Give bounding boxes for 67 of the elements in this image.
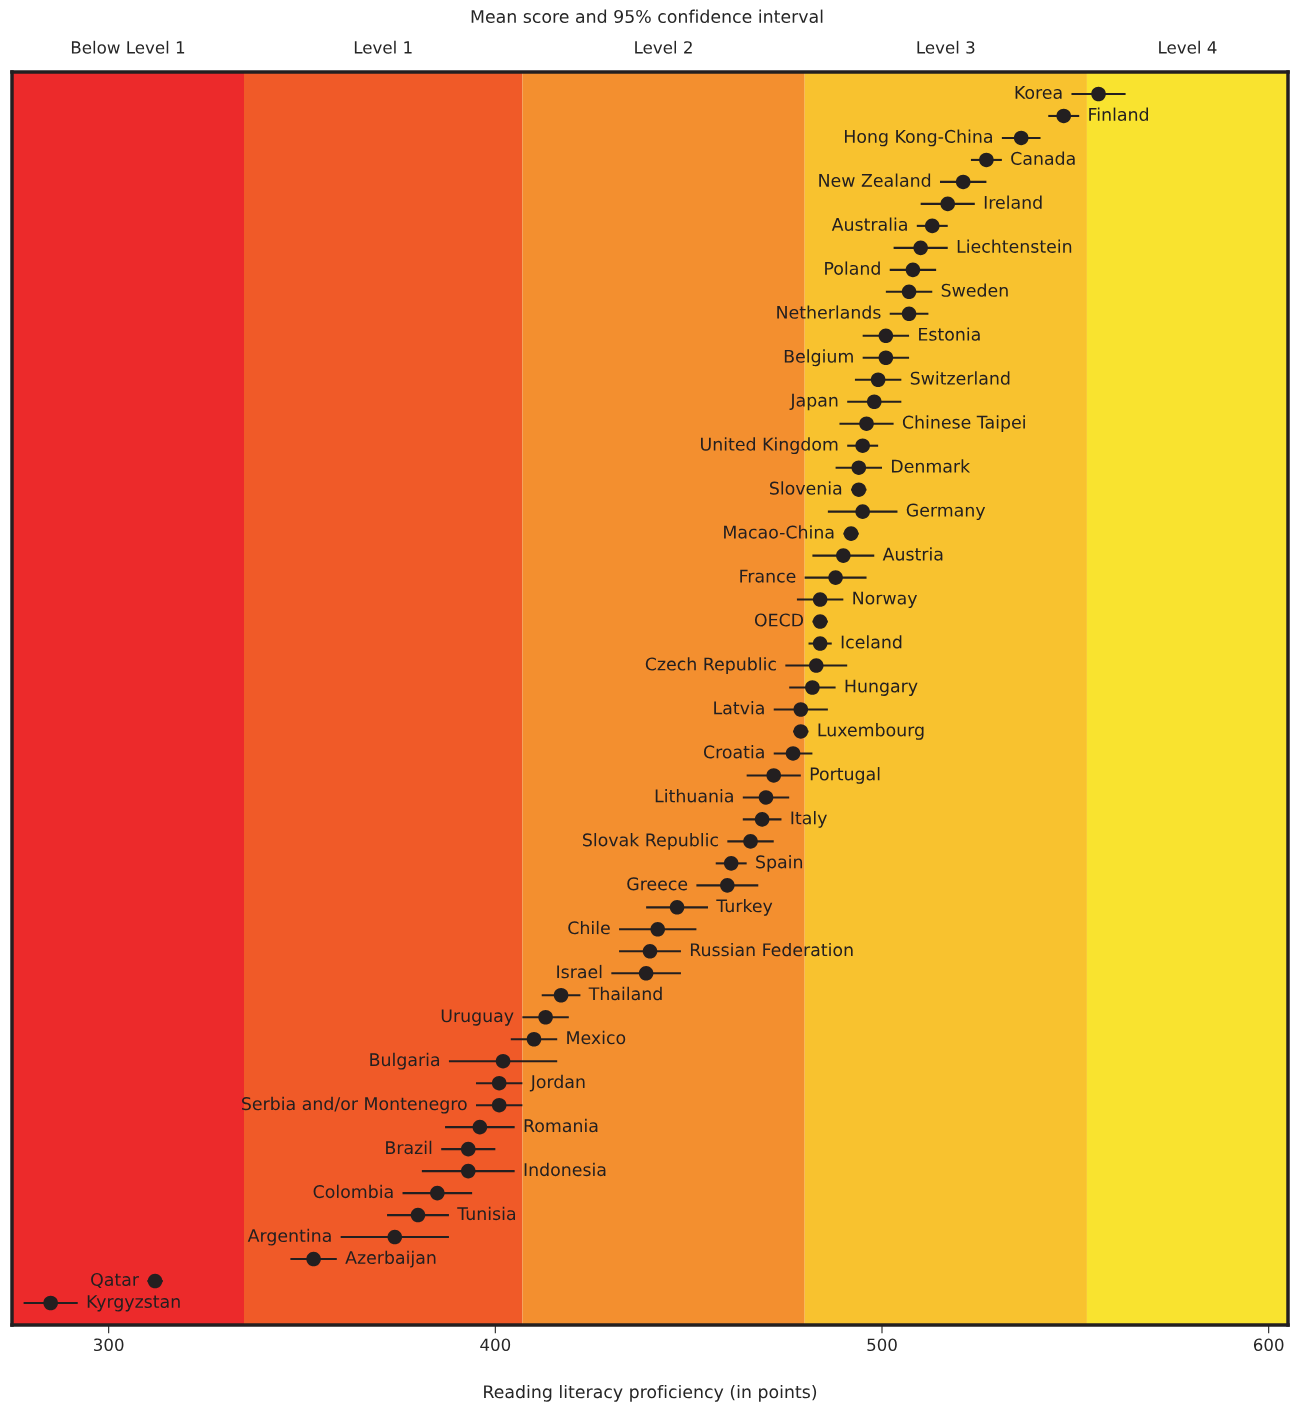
- y-tick-label: Jordan: [529, 1074, 585, 1092]
- y-tick-label: Chinese Taipei: [902, 415, 1025, 433]
- y-tick-label: Canada: [1011, 151, 1075, 165]
- y-tick-label: Portugal: [810, 767, 880, 784]
- y-tick-label: Kyrgyzstan: [87, 1295, 180, 1312]
- y-tick-label: Sweden: [941, 283, 1008, 297]
- y-tick-label: Switzerland: [910, 371, 1010, 385]
- y-tick-label: Czech Republic: [645, 657, 776, 674]
- y-tick-label: France: [740, 569, 796, 583]
- y-tick-label: Greece: [627, 877, 688, 891]
- band-label: Level 2: [635, 40, 692, 54]
- x-tick-label: 500: [867, 1338, 897, 1352]
- y-tick-label: Luxembourg: [818, 723, 924, 740]
- y-tick-label: Serbia and/or Montenegro: [242, 1096, 467, 1114]
- y-tick-label: Austria: [882, 547, 943, 561]
- y-tick-label: Azerbaijan: [345, 1250, 436, 1268]
- y-tick-label: Netherlands: [777, 305, 881, 319]
- y-tick-label: Liechtenstein: [957, 239, 1072, 253]
- y-tick-label: Slovak Republic: [582, 832, 718, 850]
- y-tick-label: Japan: [789, 393, 838, 411]
- y-tick-label: Macao-China: [724, 525, 834, 539]
- y-tick-label: Finland: [1089, 107, 1148, 121]
- y-tick-label: Argentina: [247, 1228, 331, 1246]
- y-tick-label: Germany: [906, 503, 986, 521]
- y-tick-label: Indonesia: [524, 1162, 606, 1177]
- chart-title: Mean score and 95% confidence interval: [471, 9, 823, 24]
- y-tick-label: Hungary: [845, 679, 918, 696]
- y-tick-label: Qatar: [91, 1272, 139, 1289]
- y-tick-label: Mexico: [567, 1030, 626, 1045]
- y-tick-label: Bulgaria: [370, 1052, 440, 1070]
- band-label: Level 3: [917, 40, 975, 54]
- y-tick-label: Lithuania: [655, 789, 733, 803]
- y-tick-label: OECD: [754, 613, 804, 627]
- y-tick-label: Croatia: [703, 745, 764, 759]
- x-tick-label: 600: [1253, 1338, 1284, 1352]
- y-tick-label: New Zealand: [819, 173, 931, 187]
- y-tick-label: Uruguay: [441, 1009, 514, 1026]
- y-tick-label: Estonia: [919, 327, 980, 341]
- y-tick-label: Spain: [756, 854, 803, 872]
- y-tick-label: Ireland: [984, 195, 1042, 209]
- y-tick-label: Hong Kong-China: [845, 129, 992, 147]
- y-tick-label: Romania: [524, 1118, 598, 1133]
- band-label: Level 1: [354, 40, 412, 54]
- y-tick-label: Denmark: [892, 459, 971, 473]
- y-tick-label: Slovenia: [769, 481, 842, 495]
- x-tick-label: 300: [94, 1338, 124, 1352]
- x-axis-title: Reading literacy proficiency (in points): [484, 1384, 817, 1402]
- y-tick-label: Poland: [825, 261, 880, 275]
- y-tick-label: Latvia: [714, 701, 764, 715]
- x-tick-label: 400: [480, 1338, 511, 1352]
- y-tick-label: Chile: [568, 920, 610, 935]
- band-label: Below Level 1: [71, 40, 185, 54]
- y-tick-label: Belgium: [784, 349, 853, 367]
- y-tick-label: United Kingdom: [701, 437, 838, 455]
- y-tick-label: Norway: [853, 591, 918, 608]
- y-tick-label: Iceland: [841, 635, 902, 649]
- y-tick-label: Russian Federation: [690, 942, 853, 957]
- y-tick-label: Thailand: [588, 986, 662, 1001]
- y-tick-label: Korea: [1015, 86, 1062, 100]
- y-tick-label: Italy: [791, 811, 827, 828]
- y-tick-label: Turkey: [716, 898, 773, 916]
- y-tick-label: Colombia: [313, 1184, 393, 1199]
- band-label: Level 4: [1159, 40, 1217, 54]
- y-tick-label: Tunisia: [457, 1206, 516, 1221]
- y-tick-label: Israel: [557, 964, 602, 979]
- y-tick-label: Brazil: [386, 1140, 432, 1155]
- y-tick-label: Australia: [831, 217, 907, 231]
